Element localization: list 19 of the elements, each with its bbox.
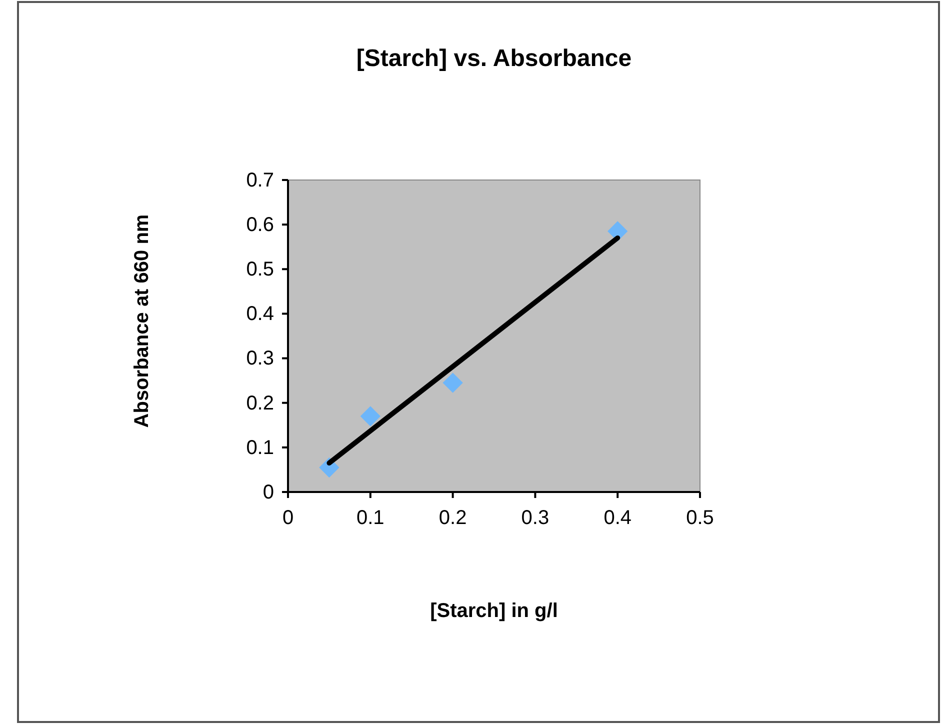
x-tick-label: 0.3: [521, 507, 550, 530]
x-tick-label: 0.2: [438, 507, 467, 530]
point: [360, 406, 380, 426]
y-axis-title: Absorbance at 660 nm: [131, 214, 153, 428]
y-tick-label: 0.7: [246, 169, 274, 192]
chart-title: [Starch] vs. Absorbance: [356, 45, 632, 72]
x-tick-label: 0: [282, 507, 294, 530]
y-tick-label: 0.2: [246, 392, 274, 414]
y-tick-label: 0.1: [246, 436, 274, 459]
x-tick-label: 0.4: [604, 507, 632, 530]
y-tick-label: 0.4: [246, 303, 274, 326]
x-axis-title: [Starch] in g/l: [430, 600, 558, 622]
point: [442, 372, 463, 393]
y-tick-label: 0.5: [246, 258, 274, 281]
x-tick-label: 0.5: [686, 507, 714, 530]
x-tick-label: 0.1: [356, 507, 384, 530]
y-tick-label: 0.3: [246, 348, 274, 370]
y-tick-label: 0: [262, 481, 274, 504]
y-tick-label: 0.6: [246, 214, 274, 236]
